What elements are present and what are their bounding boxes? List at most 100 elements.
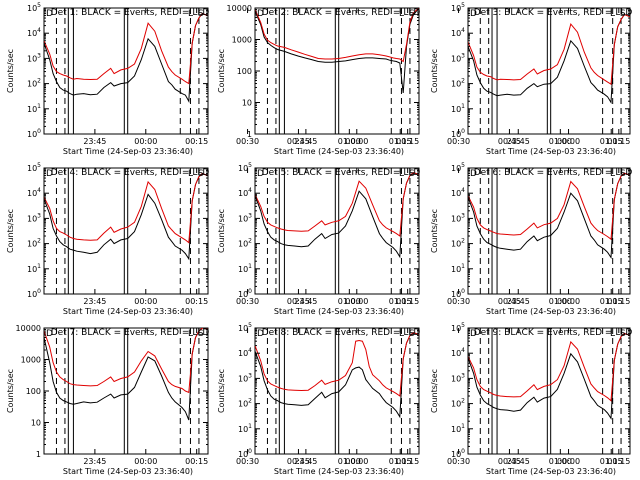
y-tick-label: 10000: [227, 4, 252, 13]
corner-label-l: L: [610, 9, 615, 19]
panel-title: Det 1: BLACK = Events, RED = LLD: [51, 8, 210, 18]
y-tick-label: 101: [451, 423, 465, 434]
y-tick-label: 100: [27, 128, 41, 139]
panel-title: Det 5: BLACK = Events, RED = LLD: [262, 168, 421, 178]
events-series-line: [468, 13, 630, 105]
corner-label-d: D: [46, 169, 53, 179]
events-series-line: [44, 328, 208, 421]
x-tick-label: 23:45: [294, 457, 317, 466]
x-tick-label: 00:45: [498, 137, 521, 146]
lld-series-line: [44, 13, 208, 85]
y-tick-label: 101: [27, 103, 41, 114]
x-tick-label: 23:45: [507, 137, 530, 146]
x-tick-label: 00:45: [287, 457, 310, 466]
x-axis-label: Start Time (24-Sep-03 23:36:40): [63, 467, 193, 476]
plot-frame: [467, 327, 631, 455]
x-tick-label: 23:45: [83, 297, 106, 306]
y-tick-label: 103: [238, 372, 252, 383]
detector-panel-3: 100 101 102 103 104 105 23:45 00:00 00:15 00:30 00…: [430, 2, 632, 156]
lld-series-line: [468, 332, 630, 402]
y-tick-label: 105: [238, 322, 252, 333]
x-tick-label: 00:15: [185, 137, 208, 146]
corner-label-s: S: [620, 9, 626, 19]
corner-label-s: S: [198, 9, 204, 19]
x-tick-label: 23:45: [83, 137, 106, 146]
events-series-line: [255, 8, 419, 94]
detector-panel-4: 100 101 102 103 104 105 23:45 00:00 00:15 00:30 00…: [6, 162, 412, 316]
corner-label-l: L: [610, 329, 615, 339]
panel-title: Det 6: BLACK = Events, RED = LLD: [474, 168, 633, 178]
plot-frame: [467, 167, 631, 295]
x-tick-label: 00:00: [557, 297, 580, 306]
x-tick-label: 00:30: [447, 297, 470, 306]
x-tick-label: 01:15: [389, 457, 412, 466]
x-tick-label: 00:45: [498, 297, 521, 306]
y-tick-label: 101: [238, 423, 252, 434]
corner-label-s: S: [198, 169, 204, 179]
corner-label-d: D: [470, 9, 477, 19]
y-tick-label: 104: [27, 27, 41, 38]
y-tick-label: 102: [238, 238, 252, 249]
detector-panel-2: 1 10 100 1000 10000 23:45 00:00 00:15 00:30 00:45…: [217, 4, 623, 156]
y-tick-label: 102: [451, 238, 465, 249]
x-tick-label: 00:00: [134, 137, 157, 146]
detector-panel-5: 100 101 102 103 104 105 23:45 00:00 00:15 00:30 00…: [217, 162, 623, 316]
corner-label-d: D: [470, 329, 477, 339]
corner-label-s: S: [409, 9, 415, 19]
x-tick-label: 00:45: [498, 457, 521, 466]
corner-label-s: S: [620, 169, 626, 179]
x-tick-label: 00:45: [287, 297, 310, 306]
detector-panel-8: 100 101 102 103 104 105 23:45 00:00 00:15 00:30 00…: [217, 322, 623, 476]
x-tick-label: 23:45: [507, 457, 530, 466]
y-tick-label: 103: [238, 212, 252, 223]
x-tick-label: 00:00: [134, 297, 157, 306]
plot-frame: [43, 7, 209, 135]
y-tick-label: 100: [238, 448, 252, 459]
x-axis-label: Start Time (24-Sep-03 23:36:40): [274, 467, 404, 476]
x-tick-label: 01:15: [600, 297, 623, 306]
plot-frame: [254, 167, 420, 295]
x-tick-label: 00:00: [345, 137, 368, 146]
lld-series-line: [255, 332, 419, 397]
y-tick-label: 100: [26, 387, 41, 396]
y-tick-label: 100: [27, 288, 41, 299]
y-tick-label: 101: [238, 263, 252, 274]
y-axis-label: Counts/sec: [430, 369, 439, 413]
x-tick-label: 00:15: [396, 297, 419, 306]
corner-label-l: L: [188, 9, 193, 19]
y-tick-label: 10: [242, 99, 252, 108]
y-tick-label: 104: [238, 347, 252, 358]
events-series-line: [255, 172, 419, 259]
x-tick-label: 00:15: [607, 137, 630, 146]
y-tick-label: 10: [31, 419, 41, 428]
events-series-line: [44, 13, 208, 103]
corner-label-l: L: [399, 9, 404, 19]
x-axis-label: Start Time (24-Sep-03 23:36:40): [63, 307, 193, 316]
x-tick-label: 00:00: [134, 457, 157, 466]
detector-panel-7: 1 10 100 1000 10000 23:45 00:00 00:15 00:30 00:45…: [6, 324, 412, 476]
lld-series-line: [44, 328, 208, 394]
x-axis-label: Start Time (24-Sep-03 23:36:40): [274, 147, 404, 156]
x-tick-label: 23:45: [294, 297, 317, 306]
y-axis-label: Counts/sec: [430, 209, 439, 253]
plot-frame: [43, 167, 209, 295]
x-tick-label: 00:15: [185, 457, 208, 466]
x-axis-label: Start Time (24-Sep-03 23:36:40): [486, 147, 616, 156]
events-series-line: [44, 173, 208, 261]
lld-series-line: [468, 13, 630, 86]
y-axis-label: Counts/sec: [6, 209, 15, 253]
y-tick-label: 102: [451, 78, 465, 89]
x-axis-label: Start Time (24-Sep-03 23:36:40): [486, 307, 616, 316]
corner-label-l: L: [399, 169, 404, 179]
y-tick-label: 101: [27, 263, 41, 274]
y-tick-label: 101: [451, 263, 465, 274]
y-tick-label: 104: [27, 187, 41, 198]
corner-label-s: S: [620, 329, 626, 339]
panel-title: Det 4: BLACK = Events, RED = LLD: [51, 168, 210, 178]
x-tick-label: 01:00: [338, 137, 361, 146]
y-tick-label: 100: [238, 288, 252, 299]
x-axis-label: Start Time (24-Sep-03 23:36:40): [274, 307, 404, 316]
y-tick-label: 102: [27, 78, 41, 89]
y-tick-label: 105: [451, 162, 465, 173]
